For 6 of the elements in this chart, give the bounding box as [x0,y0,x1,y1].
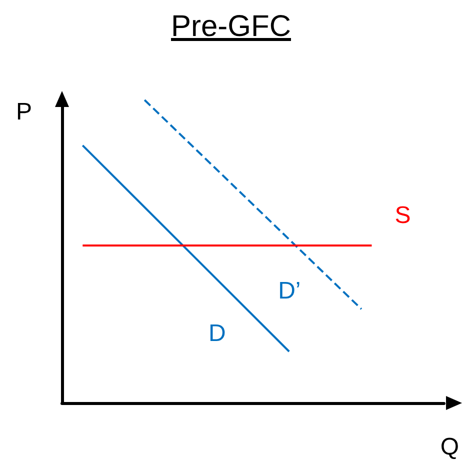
chart-title: Pre-GFC [170,10,292,44]
series-label: S [394,202,411,229]
x-axis-title: Q [440,434,459,460]
y-axis-title: P [16,98,32,126]
series-label: D [208,320,226,347]
series-label: D’ [278,278,301,305]
